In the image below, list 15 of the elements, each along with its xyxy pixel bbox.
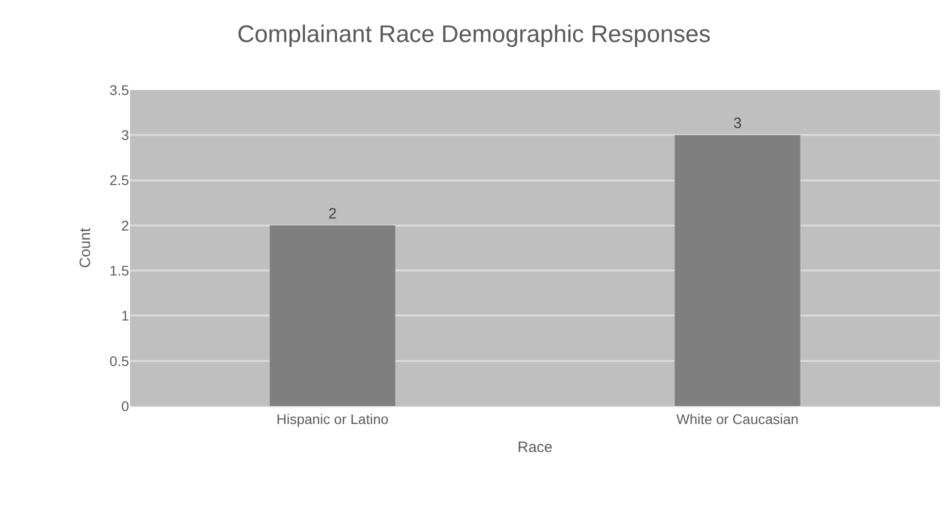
y-tick-label: 3.5 (110, 82, 130, 98)
y-tick-label: 0 (121, 398, 130, 414)
chart-title: Complainant Race Demographic Responses (237, 21, 711, 48)
y-tick-label: 2.5 (110, 172, 130, 188)
y-tick-label: 3 (121, 127, 130, 144)
y-axis-title: Count (76, 227, 94, 268)
x-tick-label: White or Caucasian (676, 410, 799, 427)
y-tick-label: 0.5 (110, 352, 130, 369)
data-label: 2 (328, 205, 337, 222)
y-tick-label: 2 (121, 217, 130, 234)
y-tick-label: 1 (121, 308, 130, 324)
data-label: 3 (733, 115, 742, 132)
x-axis-title: Race (517, 438, 553, 456)
y-tick-label: 1.5 (110, 262, 130, 278)
x-tick-label: Hispanic or Latino (276, 410, 389, 427)
